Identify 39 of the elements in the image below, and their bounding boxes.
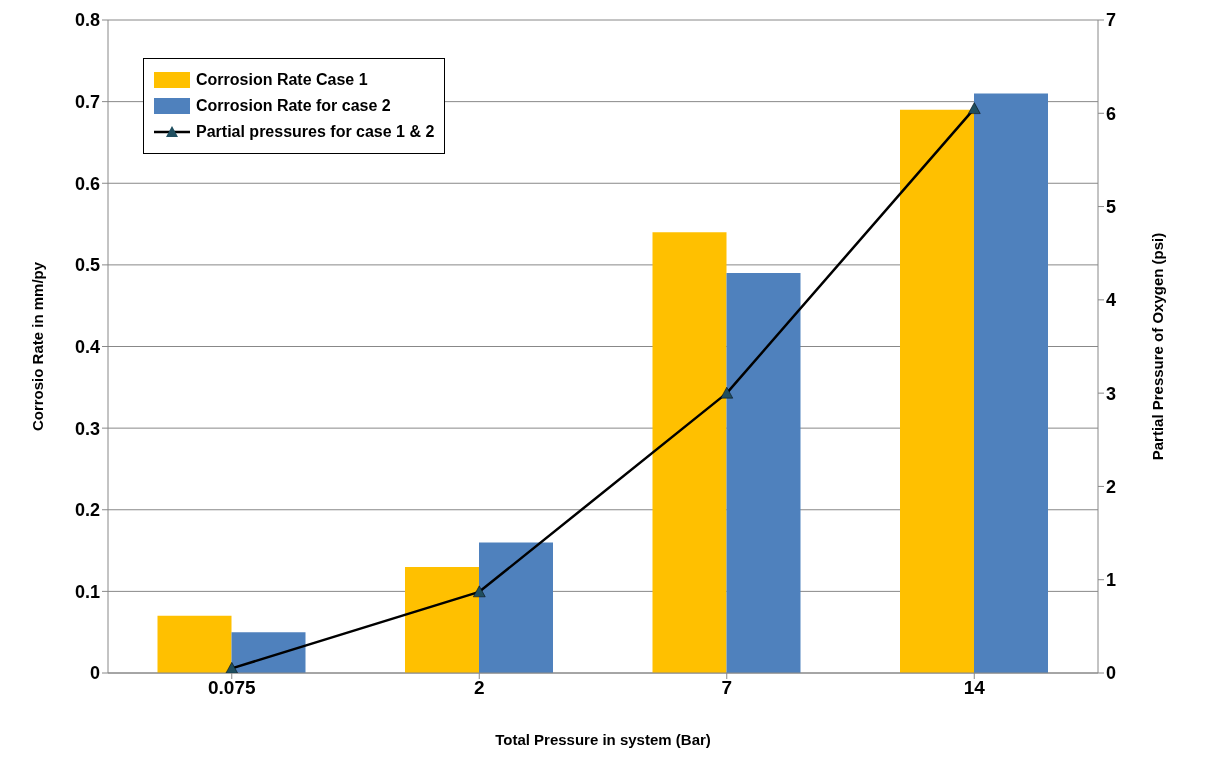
bar bbox=[900, 109, 974, 673]
y-tick-label: 0.8 bbox=[74, 10, 100, 31]
y-tick-label: 0.3 bbox=[74, 418, 100, 439]
bar bbox=[157, 615, 232, 673]
bar bbox=[405, 566, 479, 673]
y-tick-label: 0.1 bbox=[74, 581, 100, 602]
y2-tick-label: 0 bbox=[1106, 663, 1117, 684]
y-tick-label: 0 bbox=[89, 663, 100, 684]
y-tick-label: 0.5 bbox=[74, 255, 100, 276]
y-tick-label: 0.4 bbox=[74, 336, 100, 357]
y2-axis-title: Partial Pressure of Oxygen (psi) bbox=[1149, 232, 1167, 461]
y2-tick-label: 7 bbox=[1106, 10, 1117, 31]
point bbox=[968, 102, 981, 114]
bar bbox=[974, 93, 1048, 673]
legend-label: Corrosion Rate Case 1 bbox=[196, 70, 368, 90]
y2-tick-label: 2 bbox=[1106, 476, 1117, 497]
y2-tick-label: 1 bbox=[1106, 570, 1117, 591]
x-tick-label: 0.075 bbox=[207, 677, 256, 699]
point bbox=[473, 585, 486, 598]
point bbox=[225, 662, 238, 673]
legend-label: Partial pressures for case 1 & 2 bbox=[196, 122, 435, 142]
y-axis-title: Corrosio Rate in mm/py bbox=[29, 261, 47, 432]
x-tick-label: 14 bbox=[963, 677, 986, 699]
legend-label: Corrosion Rate for case 2 bbox=[196, 96, 391, 116]
point bbox=[720, 386, 733, 399]
bar bbox=[726, 273, 801, 673]
x-axis-title: Total Pressure in system (Bar) bbox=[495, 731, 711, 748]
y2-tick-label: 4 bbox=[1106, 290, 1117, 311]
y2-tick-label: 3 bbox=[1106, 383, 1117, 404]
y-tick-label: 0.6 bbox=[74, 173, 100, 194]
x-tick-label: 2 bbox=[473, 677, 485, 699]
y-tick-label: 0.2 bbox=[74, 500, 100, 521]
y-tick-label: 0.7 bbox=[74, 92, 100, 113]
y2-tick-label: 6 bbox=[1106, 103, 1117, 124]
bar bbox=[479, 542, 553, 673]
bar bbox=[231, 632, 306, 673]
bar bbox=[652, 232, 727, 673]
x-tick-label: 7 bbox=[721, 677, 733, 699]
y2-tick-label: 5 bbox=[1106, 196, 1117, 217]
